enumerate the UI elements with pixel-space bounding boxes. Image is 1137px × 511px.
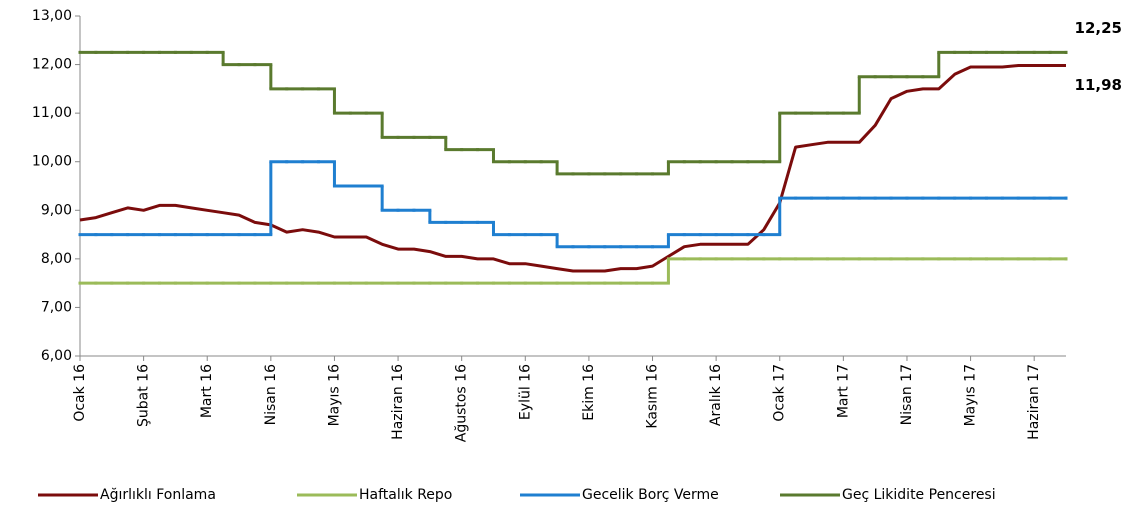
x-tick-label: Ekim 16 [581,364,597,421]
x-tick-label: Mart 16 [199,364,215,418]
x-tick-label: Mayıs 17 [963,364,979,426]
y-tick-label: 12,00 [32,57,72,73]
y-tick-label: 8,00 [41,251,72,267]
x-tick-label: Nisan 17 [899,364,915,425]
annotation: 11,98 [1075,76,1122,94]
x-tick-label: Nisan 16 [263,364,279,425]
legend-label: Haftalık Repo [359,487,452,503]
x-tick-label: Haziran 17 [1026,364,1042,440]
y-tick-label: 9,00 [41,202,72,218]
annotation: 12,25 [1075,19,1122,37]
x-tick-label: Ağustos 16 [454,364,470,442]
x-tick-label: Ocak 16 [72,364,88,422]
y-tick-label: 6,00 [41,348,72,364]
y-tick-label: 13,00 [32,8,72,24]
legend-label: Ağırlıklı Fonlama [100,487,216,503]
series-line [79,64,1066,273]
x-tick-label: Aralık 16 [708,364,724,426]
y-tick-label: 7,00 [41,299,72,315]
x-tick-label: Eylül 16 [517,364,533,420]
x-tick-label: Mayıs 16 [326,364,342,426]
x-tick-label: Mart 17 [835,364,851,418]
x-tick-label: Kasım 16 [645,364,661,429]
x-tick-label: Ocak 17 [772,364,788,422]
legend-label: Gecelik Borç Verme [582,487,719,503]
y-tick-label: 11,00 [32,105,72,121]
y-tick-label: 10,00 [32,154,72,170]
x-tick-label: Şubat 16 [136,364,152,427]
x-tick-label: Haziran 16 [390,364,406,440]
legend-label: Geç Likidite Penceresi [842,487,996,503]
